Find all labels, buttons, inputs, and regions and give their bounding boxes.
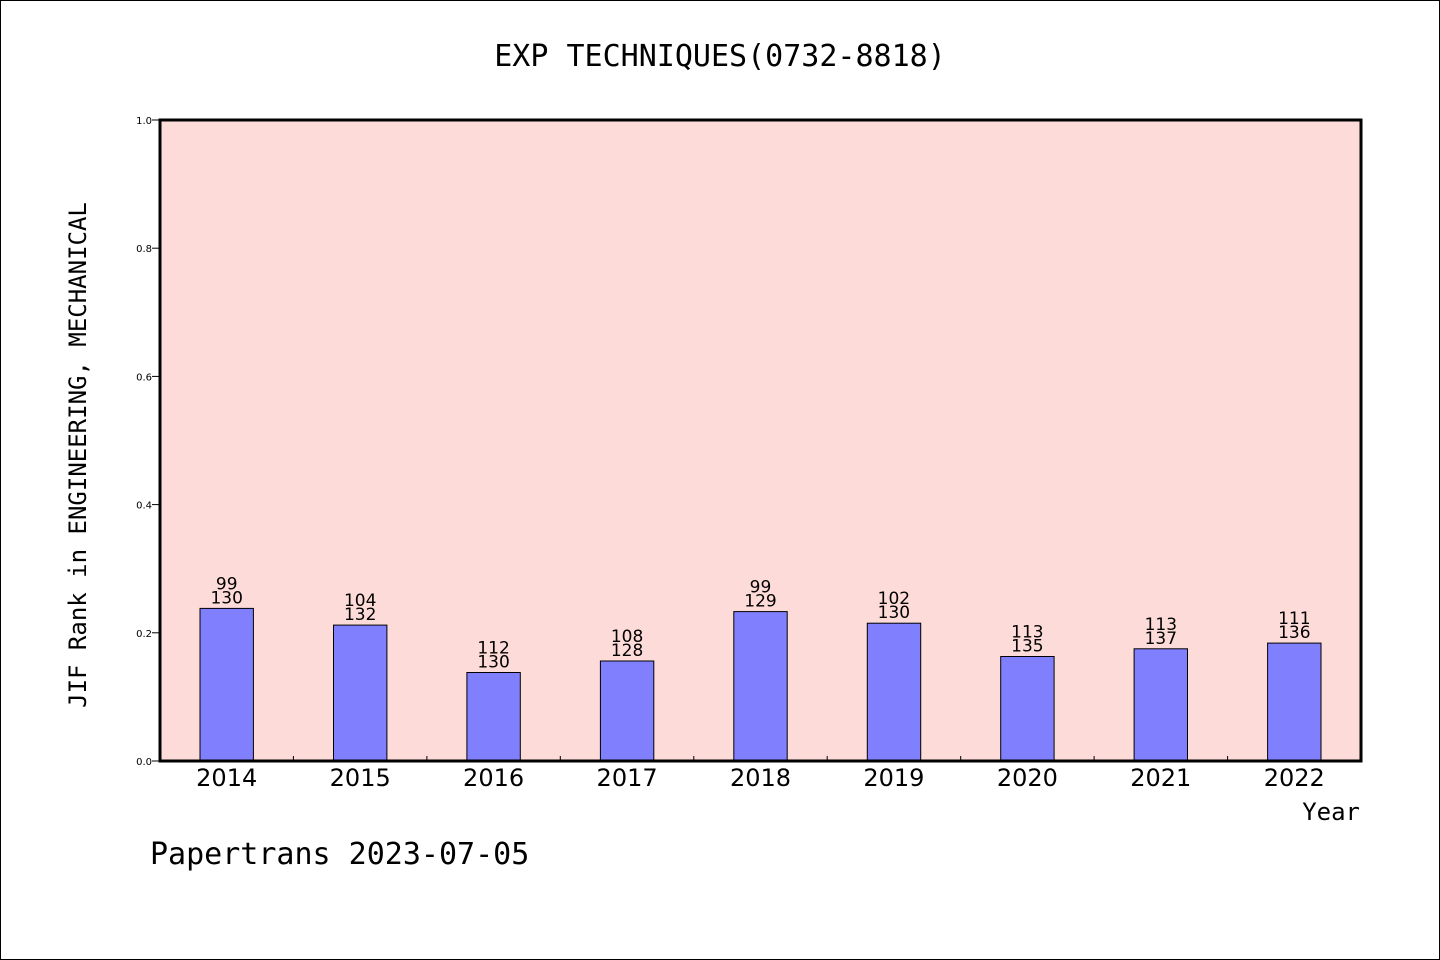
bar-2019: [866, 622, 922, 762]
bar-rank-label: 113: [1145, 615, 1177, 635]
y-tick-label: 0.2: [136, 629, 152, 640]
bar-rank-label: 99: [750, 578, 772, 598]
bar-total-label: 136: [1278, 623, 1310, 643]
bar-rank-label: 112: [477, 639, 509, 659]
plot-border: [158, 118, 1363, 763]
x-tick-label: 2018: [730, 764, 791, 792]
bar-2014: [199, 607, 254, 762]
bar-total-label: 130: [210, 588, 242, 608]
credit-text: Papertrans 2023-07-05: [150, 837, 529, 872]
x-tick-label: 2015: [330, 764, 391, 792]
bar-2015: [333, 624, 388, 762]
y-tick-label: 0.6: [136, 372, 152, 383]
y-tick-label: 0.8: [136, 244, 152, 255]
y-tick-label: 0.4: [136, 501, 152, 512]
bar-2020: [1000, 656, 1055, 762]
bar-rank-label: 111: [1278, 609, 1310, 629]
x-tick-label: 2021: [1130, 764, 1191, 792]
bar-rank-label: 99: [216, 574, 238, 594]
x-tick-label: 2014: [196, 764, 257, 792]
bar-total-label: 137: [1145, 629, 1177, 649]
bar-rank-label: 104: [344, 591, 376, 611]
y-tick-label: 0.0: [136, 757, 152, 768]
bar-rank-label: 102: [878, 589, 910, 609]
chart-title: EXP TECHNIQUES(0732-8818): [494, 39, 946, 74]
bar-2016: [466, 672, 521, 762]
bar-2022: [1267, 642, 1322, 762]
x-tick-label: 2016: [463, 764, 524, 792]
y-tick-label: 1.0: [136, 116, 152, 127]
bar-total-label: 130: [878, 603, 910, 623]
y-axis-label: JIF Rank in ENGINEERING, MECHANICAL: [64, 202, 92, 708]
bar-2021: [1133, 648, 1188, 762]
bar-total-label: 135: [1011, 637, 1043, 657]
bar-total-label: 128: [611, 641, 643, 661]
bar-total-label: 129: [744, 592, 776, 612]
x-tick-label: 2017: [597, 764, 658, 792]
bar-rank-label: 108: [611, 627, 643, 647]
bar-total-label: 132: [344, 605, 376, 625]
bar-rank-label: 113: [1011, 623, 1043, 643]
x-tick-label: 2022: [1264, 764, 1325, 792]
x-axis-label: Year: [1302, 798, 1360, 826]
bar-2017: [599, 660, 655, 762]
bar-2018: [733, 611, 788, 762]
x-tick-label: 2020: [997, 764, 1058, 792]
x-tick-label: 2019: [863, 764, 924, 792]
bar-total-label: 130: [477, 653, 509, 673]
